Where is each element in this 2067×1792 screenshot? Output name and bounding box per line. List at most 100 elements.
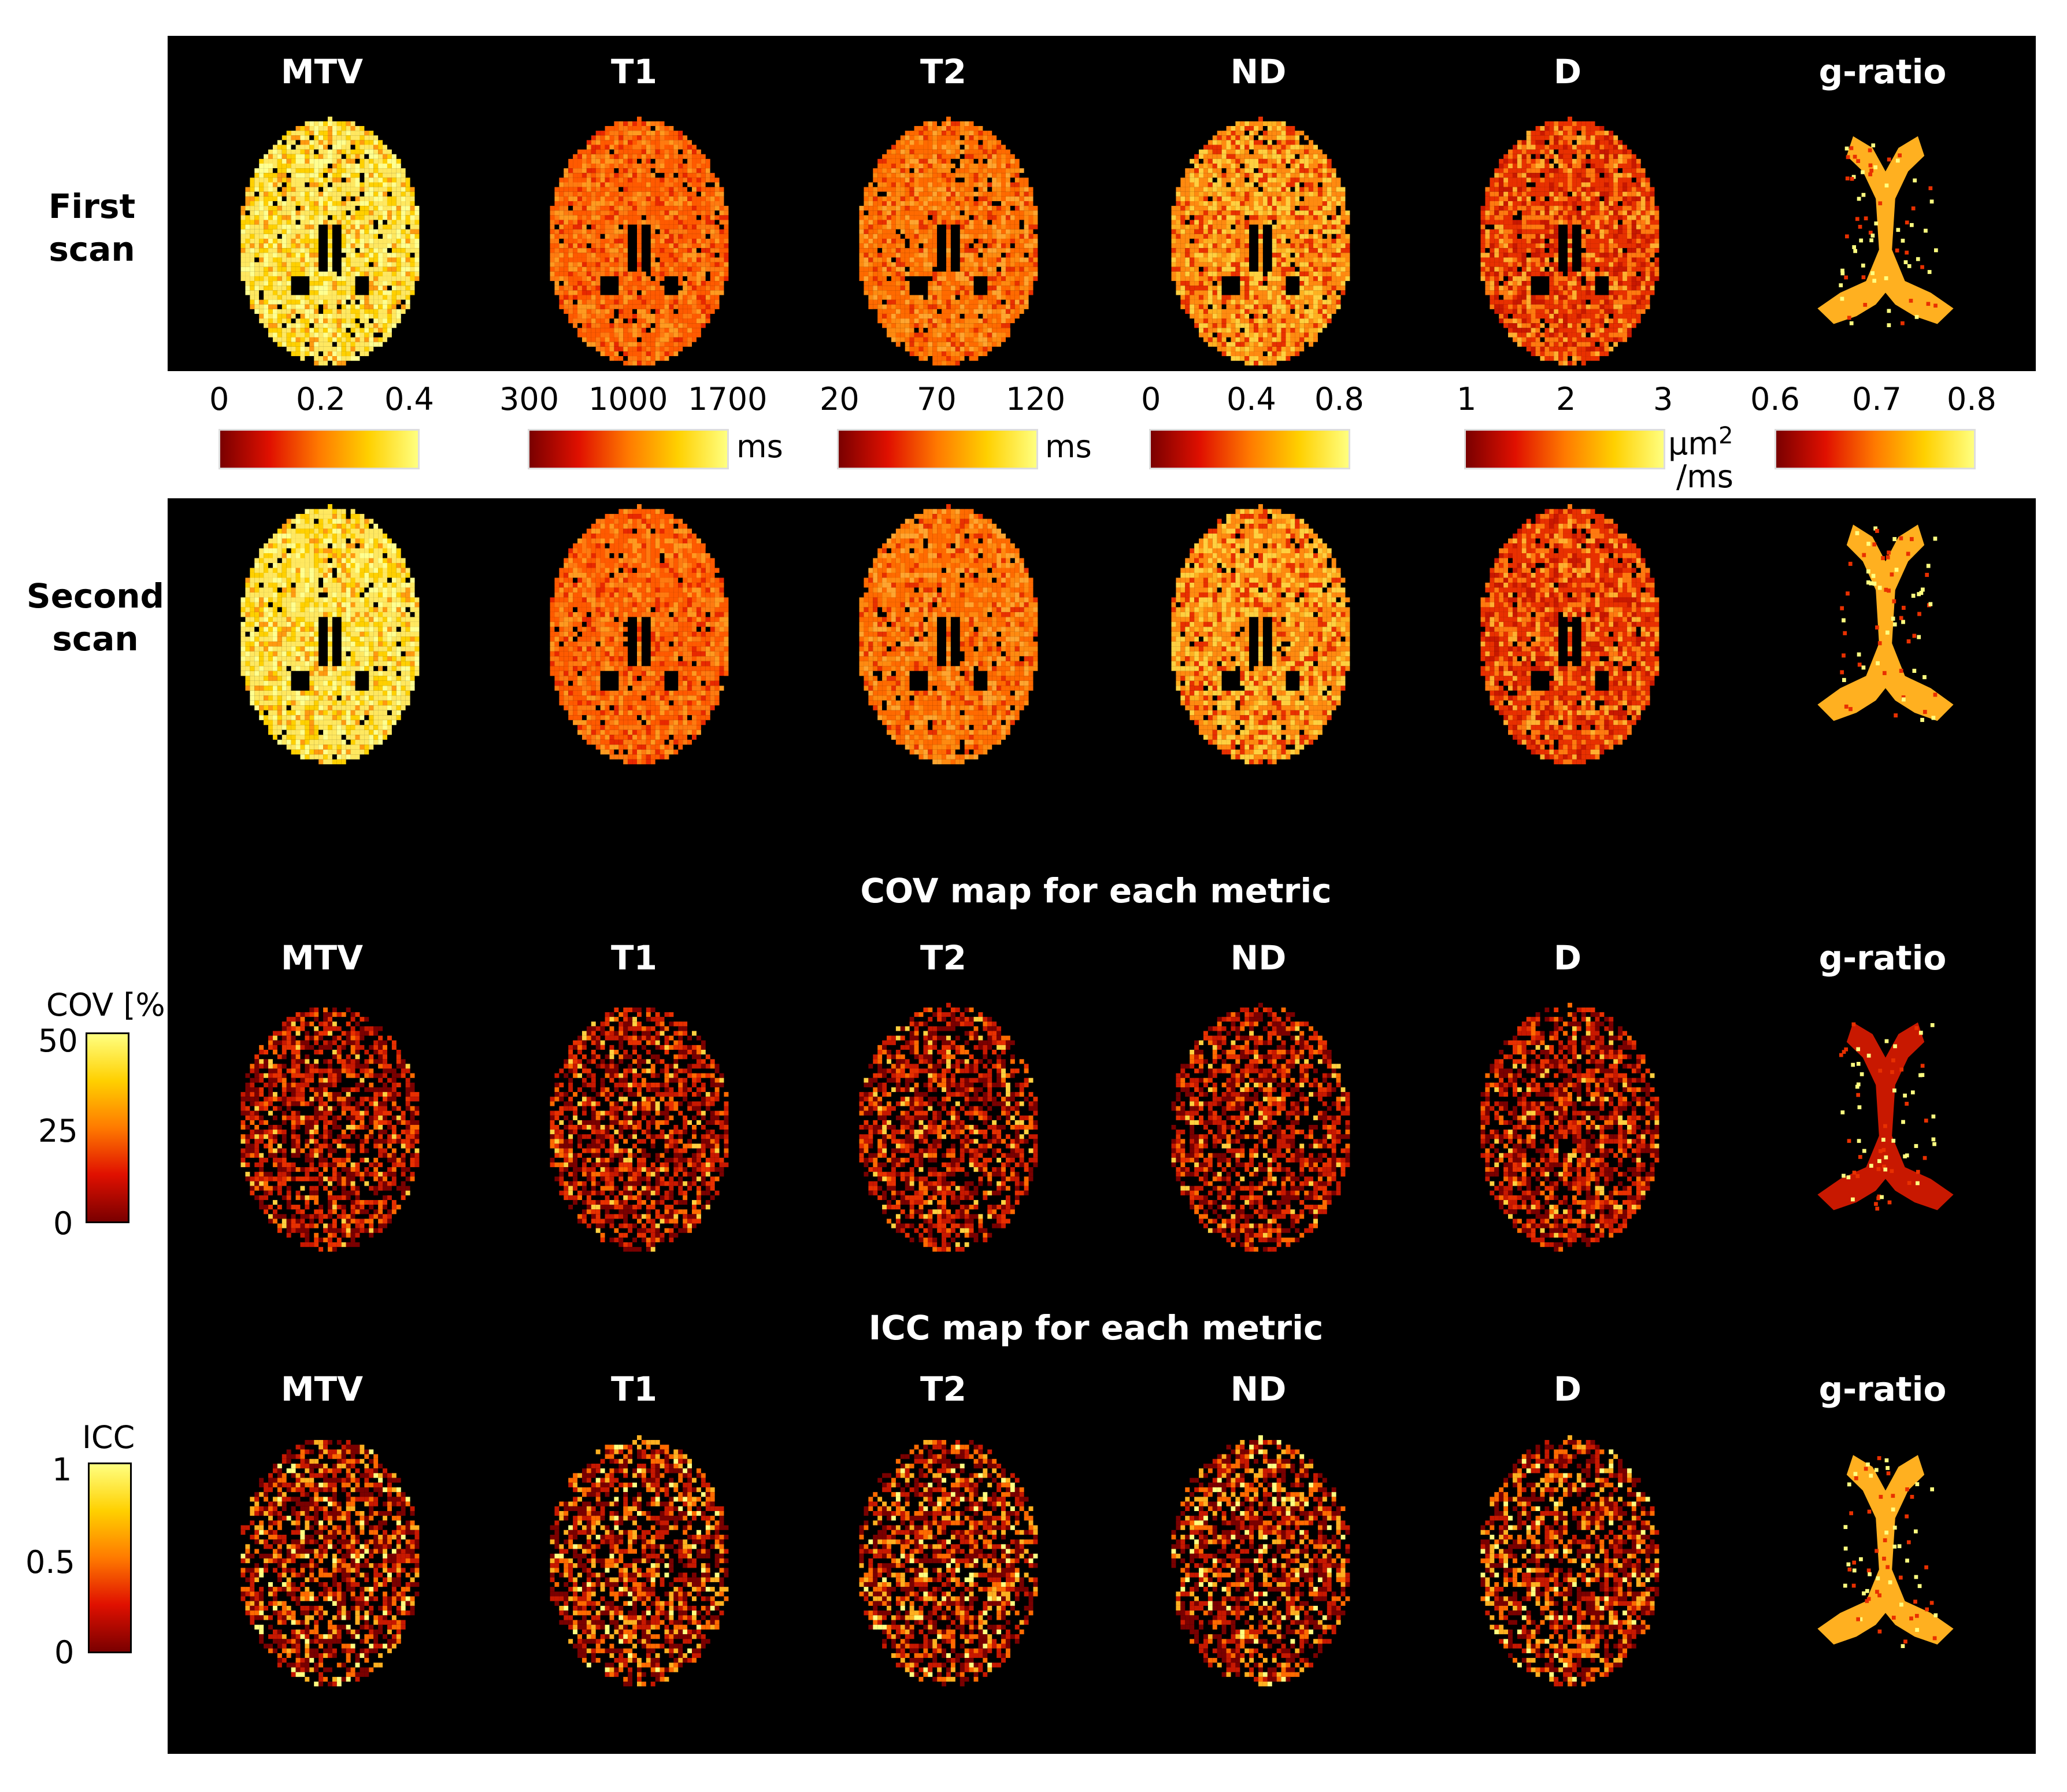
pixel [314, 299, 319, 305]
pixel [950, 346, 955, 351]
pixel [328, 323, 332, 328]
pixel [364, 304, 369, 309]
pixel [387, 309, 392, 314]
pixel [577, 304, 582, 309]
pixel [960, 313, 965, 319]
pixel [895, 319, 901, 324]
pixel [1019, 229, 1024, 234]
pixel [987, 210, 992, 216]
pixel [873, 238, 878, 244]
pixel [332, 126, 337, 131]
pixel [923, 224, 928, 229]
pixel [637, 131, 642, 136]
pixel [350, 328, 355, 333]
pixel [646, 220, 651, 225]
pixel [369, 332, 374, 338]
pixel [705, 177, 710, 183]
pixel [887, 328, 891, 333]
pixel [705, 243, 710, 249]
pixel [692, 286, 697, 291]
pixel [969, 215, 974, 220]
pixel [272, 319, 277, 324]
pixel [336, 196, 342, 201]
pixel [623, 253, 628, 258]
pixel [960, 295, 965, 300]
pixel [973, 206, 979, 211]
pixel [355, 173, 360, 178]
pixel [346, 271, 351, 276]
pixel [950, 332, 955, 338]
pixel [554, 257, 560, 262]
pixel [373, 337, 379, 342]
pixel [369, 145, 374, 150]
pixel [873, 173, 878, 178]
pixel [323, 191, 328, 197]
colorbar-unit: μm2 [1668, 424, 1733, 460]
pixel [581, 187, 587, 192]
pixel [887, 299, 891, 305]
pixel [641, 224, 646, 229]
pixel [628, 295, 633, 300]
pixel [554, 220, 560, 225]
pixel [660, 201, 665, 206]
pixel [336, 182, 342, 187]
pixel [364, 332, 369, 338]
pixel [360, 173, 365, 178]
pixel [401, 299, 406, 305]
colorbar-gradient [218, 429, 420, 469]
pixel [882, 276, 887, 282]
brain-slice [240, 116, 420, 366]
pixel [650, 168, 655, 173]
pixel [997, 299, 1002, 305]
pixel [245, 253, 250, 258]
pixel [245, 187, 250, 192]
pixel [987, 140, 992, 145]
pixel [309, 135, 314, 140]
pixel [692, 313, 697, 319]
pixel [609, 328, 614, 333]
pixel [660, 266, 665, 272]
pixel [997, 286, 1002, 291]
pixel [641, 196, 646, 201]
pixel [264, 196, 269, 201]
pixel [573, 295, 578, 300]
pixel [891, 154, 896, 159]
pixel [314, 262, 319, 267]
pixel [609, 234, 614, 239]
pixel [618, 337, 624, 342]
pixel [314, 224, 319, 229]
pixel [300, 149, 305, 154]
pixel [346, 164, 351, 169]
pixel [997, 290, 1002, 295]
pixel [714, 281, 720, 286]
pixel [909, 210, 914, 216]
pixel [641, 234, 646, 239]
pixel [660, 126, 665, 131]
pixel [973, 262, 979, 267]
pixel [900, 276, 905, 282]
pixel [564, 224, 569, 229]
pixel [687, 206, 692, 211]
pixel [605, 299, 610, 305]
pixel [595, 257, 601, 262]
pixel [1005, 206, 1010, 211]
pixel [1024, 201, 1029, 206]
pixel [987, 266, 992, 272]
pixel [387, 154, 392, 159]
pixel [992, 135, 997, 140]
pixel [291, 313, 296, 319]
pixel [373, 309, 379, 314]
pixel [623, 173, 628, 178]
pixel [692, 234, 697, 239]
pixel [295, 145, 301, 150]
pixel [360, 187, 365, 192]
pixel [1001, 224, 1006, 229]
pixel [1033, 220, 1038, 225]
pixel [336, 313, 342, 319]
pixel [323, 187, 328, 192]
pixel [605, 337, 610, 342]
pixel [969, 229, 974, 234]
pixel [632, 149, 637, 154]
pixel [664, 328, 669, 333]
pixel [414, 238, 420, 244]
